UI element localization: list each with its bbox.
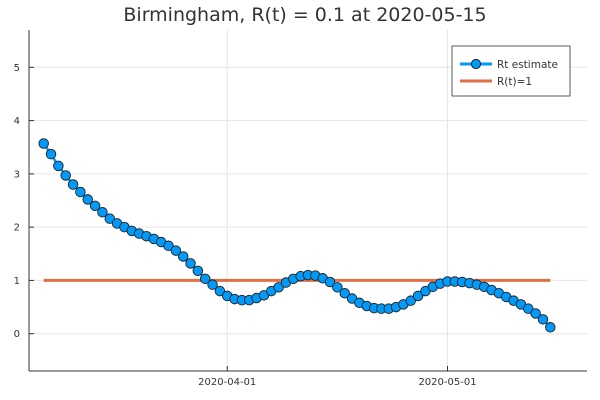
rt-estimate-line <box>42 142 552 329</box>
y-tick-label: 4 <box>14 116 20 127</box>
rt-estimate-point <box>97 206 108 218</box>
rt-estimate-point <box>163 240 174 252</box>
legend-box <box>451 45 571 97</box>
rt-estimate-point <box>67 179 79 190</box>
rt-estimate-point <box>405 295 417 306</box>
legend-label-rt-estimate: Rt estimate <box>497 59 558 71</box>
legend-marker-rt-estimate <box>470 58 482 70</box>
rt-estimate-point <box>60 170 71 181</box>
x-tick-label: 2020-05-01 <box>418 377 476 388</box>
rt-estimate-point <box>339 287 350 299</box>
y-tick-label: 0 <box>14 329 20 340</box>
y-tick-label: 2 <box>14 223 20 234</box>
rt-estimate-point <box>537 314 549 325</box>
series-layer <box>38 138 556 333</box>
rt-estimate-point <box>192 265 204 277</box>
y-tick-label: 3 <box>14 169 20 180</box>
rt-estimate-point <box>170 245 182 256</box>
rt-estimate-point <box>185 258 196 269</box>
legend-label-reference: R(t)=1 <box>497 76 532 88</box>
rt-estimate-point <box>45 148 57 160</box>
rt-estimate-point <box>53 160 64 172</box>
rt-estimate-point <box>530 308 541 319</box>
rt-estimate-point <box>214 285 226 297</box>
rt-estimate-point <box>332 282 343 293</box>
axes-layer: 0 1 2 3 4 5 2020-04-01 2020-05-01 <box>14 30 587 388</box>
rt-estimate-point <box>523 303 534 314</box>
rt-estimate-point <box>89 200 101 212</box>
rt-estimate-point <box>75 186 86 198</box>
y-tick-label: 1 <box>14 276 20 287</box>
rt-estimate-point <box>324 276 336 288</box>
rt-estimate-point <box>207 279 218 290</box>
rt-estimate-point <box>412 290 424 302</box>
chart-title: Birmingham, R(t) = 0.1 at 2020-05-15 <box>123 4 486 26</box>
rt-estimate-point <box>199 273 211 285</box>
y-tick-label: 5 <box>14 63 20 74</box>
rt-estimate-point <box>104 213 116 224</box>
rt-estimate-point <box>177 251 189 262</box>
x-tick-label: 2020-04-01 <box>198 377 256 388</box>
rt-estimate-point <box>38 138 49 149</box>
rt-estimate-point <box>273 282 284 293</box>
rt-estimate-point <box>545 322 556 333</box>
legend: Rt estimate R(t)=1 <box>451 45 571 97</box>
rt-estimate-point <box>82 194 93 205</box>
